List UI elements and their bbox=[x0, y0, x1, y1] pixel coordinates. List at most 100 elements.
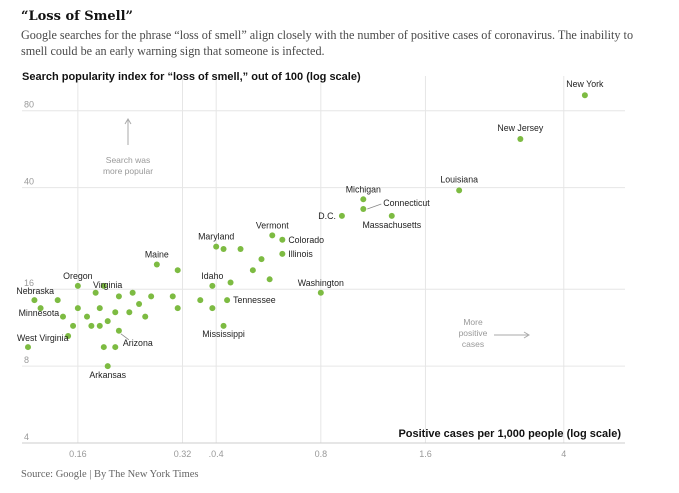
x-tick-label: 1.6 bbox=[419, 449, 432, 459]
point-label: Tennessee bbox=[233, 295, 276, 305]
y-tick-label: 80 bbox=[24, 100, 34, 110]
data-point bbox=[54, 297, 61, 304]
point-label: Vermont bbox=[256, 220, 289, 230]
right-arrow-head-icon bbox=[523, 331, 530, 339]
point-label: Louisiana bbox=[440, 174, 478, 184]
point-label: Washington bbox=[298, 278, 344, 288]
data-point bbox=[84, 313, 91, 320]
point-label: Arizona bbox=[123, 338, 153, 348]
data-point bbox=[31, 297, 38, 304]
data-point bbox=[388, 212, 395, 219]
data-point bbox=[220, 245, 227, 252]
annotation-more-positive-cases: cases bbox=[462, 339, 484, 349]
data-point bbox=[115, 327, 122, 334]
point-label: Colorado bbox=[288, 235, 324, 245]
chart-subtitle: Google searches for the phrase “loss of … bbox=[21, 28, 634, 58]
data-point bbox=[224, 297, 231, 304]
data-point bbox=[279, 236, 286, 243]
data-point bbox=[338, 212, 345, 219]
data-point bbox=[249, 267, 256, 274]
data-point bbox=[100, 282, 107, 289]
data-point bbox=[237, 245, 244, 252]
annotation-search-more-popular: Search was bbox=[106, 155, 150, 165]
x-axis-title: Positive cases per 1,000 people (log sca… bbox=[398, 428, 621, 440]
data-point bbox=[269, 232, 276, 239]
y-tick-label: 40 bbox=[24, 177, 34, 187]
data-point bbox=[136, 301, 143, 308]
annotation-more-positive-cases: positive bbox=[459, 328, 488, 338]
data-point bbox=[96, 305, 103, 312]
data-point bbox=[209, 305, 216, 312]
data-point bbox=[174, 305, 181, 312]
label-leader-line bbox=[120, 333, 130, 341]
point-label: Idaho bbox=[201, 271, 223, 281]
data-point bbox=[112, 309, 119, 316]
point-label: West Virginia bbox=[17, 333, 69, 343]
point-label: Massachusetts bbox=[362, 220, 421, 230]
annotation-search-more-popular: more popular bbox=[103, 166, 153, 176]
x-tick-label: 0.32 bbox=[174, 449, 192, 459]
point-label: D.C. bbox=[318, 211, 336, 221]
data-point bbox=[209, 282, 216, 289]
source-note: Source: Google | By The New York Times bbox=[21, 469, 199, 480]
data-point bbox=[37, 305, 44, 312]
data-point bbox=[59, 313, 66, 320]
y-axis-title: Search popularity index for “loss of sme… bbox=[22, 71, 361, 83]
data-point bbox=[220, 322, 227, 329]
x-tick-label: .0.4 bbox=[209, 449, 224, 459]
data-point bbox=[74, 282, 81, 289]
data-point bbox=[258, 256, 265, 263]
chart-title: “Loss of Smell” bbox=[21, 9, 134, 24]
data-point bbox=[227, 279, 234, 286]
data-point bbox=[197, 297, 204, 304]
data-point bbox=[88, 322, 95, 329]
data-point bbox=[360, 205, 367, 212]
point-label: Minnesota bbox=[19, 308, 60, 318]
y-tick-label: 8 bbox=[24, 355, 29, 365]
data-point bbox=[153, 261, 160, 268]
data-point bbox=[581, 92, 588, 99]
point-label: Connecticut bbox=[383, 198, 430, 208]
data-point bbox=[104, 363, 111, 370]
data-point bbox=[266, 276, 273, 283]
data-point bbox=[115, 293, 122, 300]
point-label: Oregon bbox=[63, 271, 92, 281]
y-tick-label: 4 bbox=[24, 432, 29, 442]
point-label: Maine bbox=[145, 250, 169, 260]
point-label: Mississippi bbox=[202, 329, 245, 339]
data-point bbox=[126, 309, 133, 316]
point-label: New York bbox=[566, 79, 604, 89]
data-point bbox=[92, 289, 99, 296]
data-point bbox=[25, 344, 31, 351]
point-label: Virginia bbox=[93, 280, 122, 290]
data-point bbox=[360, 196, 367, 203]
data-point bbox=[517, 136, 524, 143]
data-point bbox=[74, 305, 81, 312]
data-point bbox=[96, 322, 103, 329]
up-arrow-head-icon bbox=[124, 118, 132, 125]
label-leader-line bbox=[367, 203, 382, 210]
data-point bbox=[174, 267, 181, 274]
x-tick-label: 4 bbox=[561, 449, 566, 459]
point-label: Maryland bbox=[198, 232, 234, 242]
data-point bbox=[213, 243, 220, 250]
data-point bbox=[112, 344, 119, 351]
data-point bbox=[65, 332, 72, 339]
point-label: Michigan bbox=[346, 184, 381, 194]
data-point bbox=[100, 344, 107, 351]
point-label: New Jersey bbox=[497, 123, 544, 133]
data-point bbox=[148, 293, 155, 300]
data-point bbox=[169, 293, 176, 300]
data-point bbox=[317, 289, 324, 296]
data-point bbox=[279, 250, 286, 257]
data-point bbox=[456, 187, 463, 194]
y-tick-label: 16 bbox=[24, 278, 34, 288]
annotation-more-positive-cases: More bbox=[463, 317, 483, 327]
data-point bbox=[70, 322, 77, 329]
data-point bbox=[129, 289, 136, 296]
x-tick-label: 0.8 bbox=[315, 449, 328, 459]
data-point bbox=[104, 318, 111, 325]
point-label: Illinois bbox=[288, 249, 313, 259]
